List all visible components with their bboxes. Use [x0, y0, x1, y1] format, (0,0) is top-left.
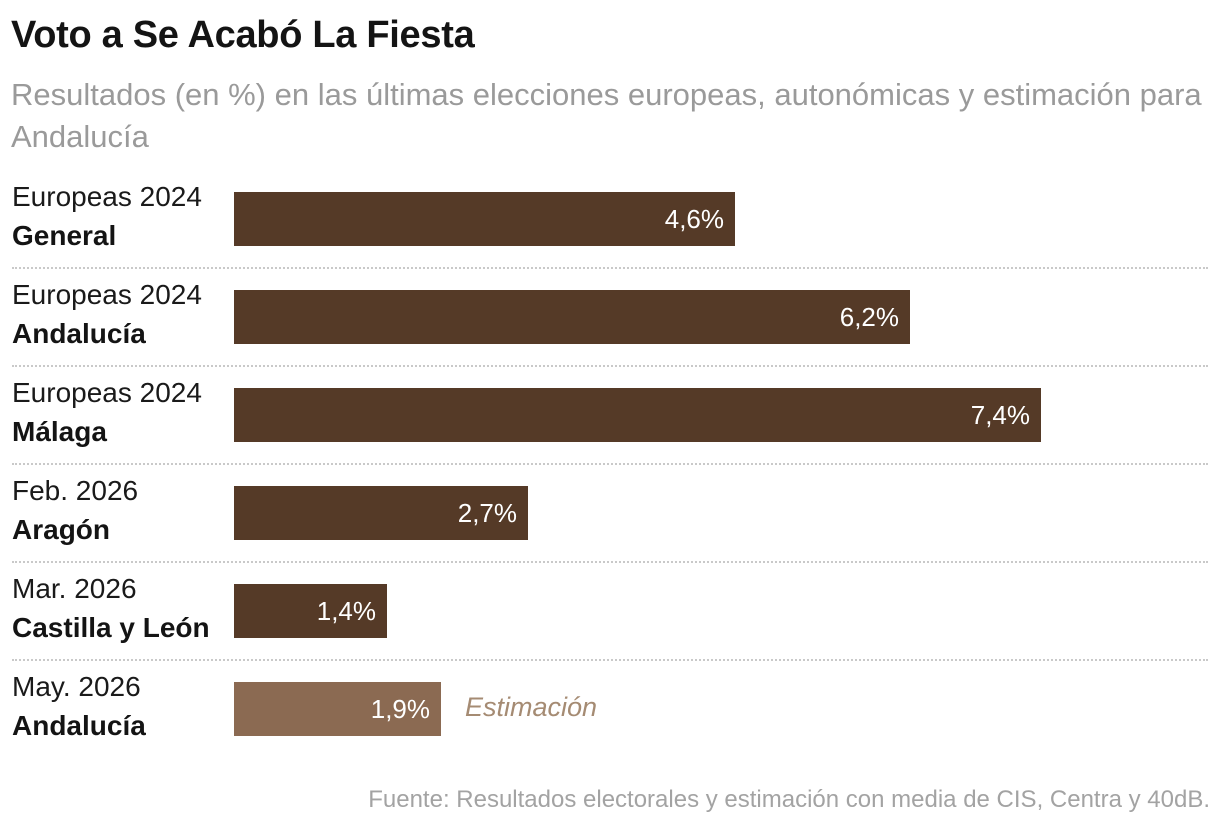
bar: 2,7% — [234, 486, 528, 540]
category-label-line1: Europeas 2024 — [12, 377, 202, 408]
category-label-line1: Europeas 2024 — [12, 181, 202, 212]
category-label-line1: Mar. 2026 — [12, 573, 137, 604]
bar: 4,6% — [234, 192, 735, 246]
bar: 7,4% — [234, 388, 1041, 442]
bar-value-label: 1,4% — [316, 596, 376, 626]
bar-value-label: 6,2% — [839, 302, 899, 332]
row-separator — [12, 267, 1208, 269]
row-separator — [12, 659, 1208, 661]
row-separator — [12, 561, 1208, 563]
bar-value-label: 2,7% — [457, 498, 517, 528]
category-label-line2: Andalucía — [12, 318, 146, 349]
category-label-line1: Feb. 2026 — [12, 475, 139, 506]
chart-subtitle: Resultados (en %) en las últimas eleccio… — [11, 77, 1202, 154]
category-label-line2: Aragón — [12, 514, 110, 545]
bar: 1,9% — [234, 682, 441, 736]
bar-value-label: 4,6% — [664, 204, 724, 234]
category-label-line1: May. 2026 — [12, 671, 141, 702]
row-separator — [12, 463, 1208, 465]
category-label-line2: General — [12, 220, 117, 251]
estimate-annotation: Estimación — [465, 692, 598, 722]
bar: 6,2% — [234, 290, 910, 344]
row-separator — [12, 365, 1208, 367]
bar: 1,4% — [234, 584, 387, 638]
category-label-line1: Europeas 2024 — [12, 279, 202, 310]
bar-value-label: 1,9% — [370, 694, 430, 724]
category-label-line2: Castilla y León — [12, 612, 210, 643]
category-label-line2: Andalucía — [12, 710, 146, 741]
chart-title: Voto a Se Acabó La Fiesta — [11, 14, 475, 56]
bar-value-label: 7,4% — [970, 400, 1030, 430]
category-label-line2: Málaga — [12, 416, 107, 447]
chart-source: Fuente: Resultados electorales y estimac… — [368, 786, 1210, 813]
